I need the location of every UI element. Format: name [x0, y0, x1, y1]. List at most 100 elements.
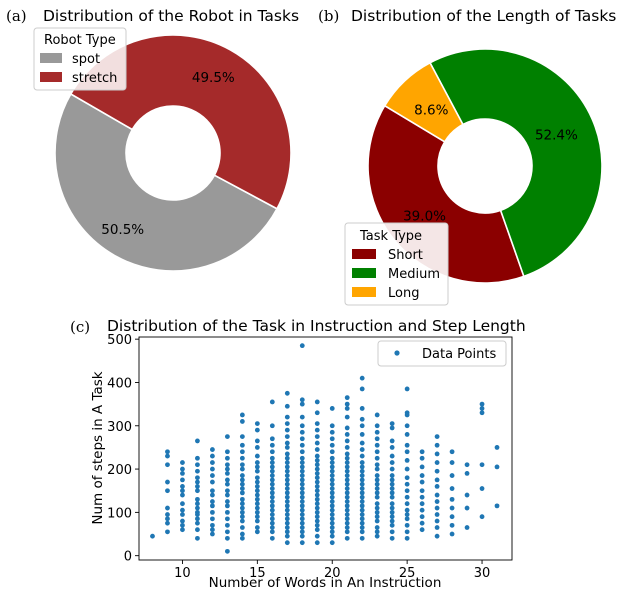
x-tick-label: 20 — [324, 566, 341, 581]
scatter-point — [284, 451, 290, 457]
scatter-point — [329, 529, 335, 535]
scatter-point — [419, 520, 425, 526]
scatter-point — [434, 468, 440, 474]
scatter-point — [314, 492, 320, 498]
scatter-point — [299, 449, 305, 455]
scatter-point — [389, 494, 395, 500]
scatter-point — [180, 460, 185, 465]
scatter-point — [239, 466, 245, 472]
scatter-point — [404, 423, 410, 429]
scatter-point — [195, 479, 200, 485]
scatter-point — [314, 522, 320, 528]
scatter-point — [239, 505, 245, 511]
scatter-point — [374, 412, 380, 418]
scatter-point — [195, 505, 200, 511]
scatter-point — [314, 483, 320, 489]
scatter-point — [404, 458, 410, 463]
scatter-point — [434, 442, 440, 448]
scatter-point — [464, 525, 470, 530]
scatter-point — [389, 421, 395, 427]
scatter-point — [269, 464, 275, 470]
scatter-point — [254, 464, 260, 470]
scatter-point — [284, 494, 290, 500]
scatter-point — [254, 427, 260, 433]
scatter-point — [359, 503, 365, 509]
scatter-point — [314, 434, 320, 439]
scatter-point — [284, 477, 290, 483]
scatter-title: Distribution of the Task in Instruction … — [107, 317, 526, 335]
scatter-point — [449, 473, 455, 478]
scatter-point — [269, 499, 275, 504]
scatter-point — [239, 449, 245, 455]
legend-label-long: Long — [388, 286, 419, 301]
scatter-point — [434, 477, 440, 483]
scatter-point — [314, 470, 320, 476]
scatter-point — [329, 525, 335, 530]
scatter-point — [404, 512, 410, 517]
scatter-point — [210, 516, 215, 522]
scatter-point — [419, 449, 425, 455]
scatter-point — [404, 507, 410, 513]
scatter-point — [314, 518, 320, 524]
scatter-point — [224, 535, 230, 541]
legend-label-stretch: stretch — [72, 71, 117, 86]
scatter-point — [329, 533, 335, 539]
scatter-point — [359, 507, 365, 513]
scatter-point — [434, 533, 440, 539]
scatter-point — [374, 473, 380, 478]
scatter-point — [479, 462, 485, 468]
y-tick-label: 500 — [107, 333, 132, 348]
scatter-point — [299, 460, 305, 465]
scatter-point — [299, 481, 305, 487]
scatter-point — [299, 477, 305, 483]
scatter-point — [195, 488, 200, 494]
scatter-point — [404, 466, 410, 472]
scatter-point — [180, 507, 185, 513]
scatter-point — [329, 486, 335, 491]
scatter-point — [374, 533, 380, 539]
scatter-point — [329, 406, 335, 411]
scatter-point — [314, 501, 320, 507]
scatter-point — [419, 501, 425, 507]
scatter-point — [329, 507, 335, 513]
scatter-point — [344, 481, 350, 487]
scatter-point — [449, 496, 455, 502]
scatter-point — [359, 468, 365, 474]
scatter-point — [299, 464, 305, 470]
scatter-point — [224, 492, 230, 498]
scatter-point — [359, 490, 365, 496]
scatter-point — [374, 449, 380, 455]
scatter-point — [374, 486, 380, 491]
scatter-point — [449, 460, 455, 465]
scatter-point — [359, 512, 365, 517]
scatter-point — [389, 445, 395, 450]
scatter-point — [269, 529, 275, 535]
scatter-point — [314, 447, 320, 452]
scatter-point — [329, 516, 335, 522]
scatter-point — [464, 470, 470, 476]
scatter-point — [284, 516, 290, 522]
scatter-point — [239, 473, 245, 478]
scatter-point — [180, 477, 185, 483]
x-tick-label: 30 — [474, 566, 491, 581]
scatter-point — [239, 531, 245, 537]
scatter-point — [254, 501, 260, 507]
scatter-point — [210, 509, 215, 515]
y-tick-label: 0 — [124, 550, 132, 565]
legend-scatter: Data Points — [377, 340, 507, 367]
scatter-point — [329, 520, 335, 526]
scatter-point — [329, 473, 335, 478]
scatter-point — [284, 455, 290, 461]
scatter-point — [344, 503, 350, 509]
scatter-point — [180, 466, 185, 472]
scatter-point — [449, 531, 455, 537]
scatter-point — [299, 516, 305, 522]
scatter-point — [374, 477, 380, 483]
y-tick-label: 100 — [107, 506, 132, 521]
scatter-point — [210, 479, 215, 485]
scatter-point — [165, 453, 170, 459]
scatter-point — [269, 507, 275, 513]
scatter-point — [269, 494, 275, 500]
scatter-point — [299, 343, 305, 349]
donut-label-short: 39.0% — [403, 208, 446, 224]
